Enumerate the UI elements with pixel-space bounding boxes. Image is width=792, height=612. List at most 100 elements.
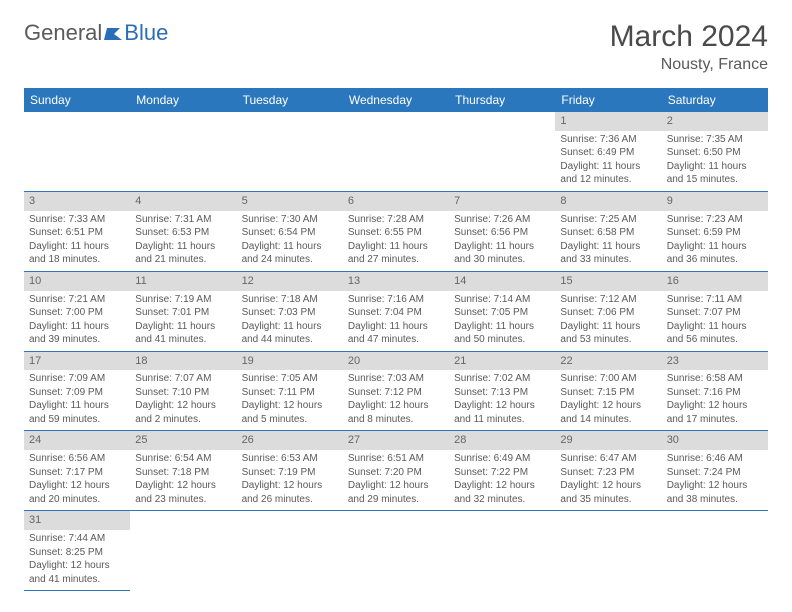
day-body: Sunrise: 6:49 AMSunset: 7:22 PMDaylight:… [449,450,555,510]
calendar-cell: 8Sunrise: 7:25 AMSunset: 6:58 PMDaylight… [555,191,661,271]
weekday-header: SundayMondayTuesdayWednesdayThursdayFrid… [24,88,768,112]
calendar-cell: 2Sunrise: 7:35 AMSunset: 6:50 PMDaylight… [662,112,768,191]
day-sunrise: Sunrise: 7:21 AM [29,293,125,307]
day-sunrise: Sunrise: 6:54 AM [135,452,231,466]
day-sunrise: Sunrise: 6:53 AM [242,452,338,466]
day-number: 14 [449,272,555,291]
day-sunset: Sunset: 6:55 PM [348,226,444,240]
calendar-cell: 31Sunrise: 7:44 AMSunset: 8:25 PMDayligh… [24,511,130,591]
day-sunset: Sunset: 7:00 PM [29,306,125,320]
day-body: Sunrise: 7:16 AMSunset: 7:04 PMDaylight:… [343,291,449,351]
day-sunrise: Sunrise: 7:07 AM [135,372,231,386]
logo-text-blue: Blue [124,20,168,46]
calendar-cell: 17Sunrise: 7:09 AMSunset: 7:09 PMDayligh… [24,351,130,431]
weekday-header-cell: Monday [130,88,236,112]
day-daylight: Daylight: 12 hours and 35 minutes. [560,479,656,506]
day-sunrise: Sunrise: 7:03 AM [348,372,444,386]
day-number: 15 [555,272,661,291]
day-sunset: Sunset: 7:03 PM [242,306,338,320]
day-sunrise: Sunrise: 7:11 AM [667,293,763,307]
day-sunset: Sunset: 7:15 PM [560,386,656,400]
day-body: Sunrise: 6:46 AMSunset: 7:24 PMDaylight:… [662,450,768,510]
weekday-header-cell: Thursday [449,88,555,112]
day-body: Sunrise: 7:09 AMSunset: 7:09 PMDaylight:… [24,370,130,430]
day-sunrise: Sunrise: 7:16 AM [348,293,444,307]
day-sunrise: Sunrise: 7:36 AM [560,133,656,147]
day-body: Sunrise: 7:31 AMSunset: 6:53 PMDaylight:… [130,211,236,271]
calendar-cell: 12Sunrise: 7:18 AMSunset: 7:03 PMDayligh… [237,271,343,351]
day-body: Sunrise: 7:05 AMSunset: 7:11 PMDaylight:… [237,370,343,430]
calendar-table: SundayMondayTuesdayWednesdayThursdayFrid… [24,88,768,591]
day-daylight: Daylight: 12 hours and 20 minutes. [29,479,125,506]
day-number: 7 [449,192,555,211]
day-body: Sunrise: 7:19 AMSunset: 7:01 PMDaylight:… [130,291,236,351]
day-sunrise: Sunrise: 7:35 AM [667,133,763,147]
calendar-cell: .... [343,112,449,191]
day-body: Sunrise: 7:07 AMSunset: 7:10 PMDaylight:… [130,370,236,430]
weekday-header-cell: Sunday [24,88,130,112]
calendar-cell: 7Sunrise: 7:26 AMSunset: 6:56 PMDaylight… [449,191,555,271]
day-number: 6 [343,192,449,211]
calendar-cell: .... [237,112,343,191]
day-number: 3 [24,192,130,211]
day-sunset: Sunset: 7:10 PM [135,386,231,400]
calendar-cell: 20Sunrise: 7:03 AMSunset: 7:12 PMDayligh… [343,351,449,431]
day-sunset: Sunset: 7:04 PM [348,306,444,320]
day-number: 31 [24,511,130,530]
day-number: 13 [343,272,449,291]
calendar-body: ....................1Sunrise: 7:36 AMSun… [24,112,768,591]
calendar-cell: 10Sunrise: 7:21 AMSunset: 7:00 PMDayligh… [24,271,130,351]
day-sunrise: Sunrise: 7:30 AM [242,213,338,227]
day-body: Sunrise: 6:47 AMSunset: 7:23 PMDaylight:… [555,450,661,510]
calendar-cell: 4Sunrise: 7:31 AMSunset: 6:53 PMDaylight… [130,191,236,271]
day-body: Sunrise: 6:58 AMSunset: 7:16 PMDaylight:… [662,370,768,430]
calendar-cell: 24Sunrise: 6:56 AMSunset: 7:17 PMDayligh… [24,431,130,511]
calendar-cell: 5Sunrise: 7:30 AMSunset: 6:54 PMDaylight… [237,191,343,271]
calendar-cell: 15Sunrise: 7:12 AMSunset: 7:06 PMDayligh… [555,271,661,351]
calendar-cell: 28Sunrise: 6:49 AMSunset: 7:22 PMDayligh… [449,431,555,511]
calendar-cell: 29Sunrise: 6:47 AMSunset: 7:23 PMDayligh… [555,431,661,511]
day-daylight: Daylight: 12 hours and 8 minutes. [348,399,444,426]
weekday-header-cell: Wednesday [343,88,449,112]
calendar-cell: .... [24,112,130,191]
day-number: 21 [449,352,555,371]
day-daylight: Daylight: 11 hours and 12 minutes. [560,160,656,187]
day-body: Sunrise: 7:26 AMSunset: 6:56 PMDaylight:… [449,211,555,271]
day-body: Sunrise: 7:28 AMSunset: 6:55 PMDaylight:… [343,211,449,271]
day-sunrise: Sunrise: 7:14 AM [454,293,550,307]
day-daylight: Daylight: 12 hours and 17 minutes. [667,399,763,426]
day-daylight: Daylight: 11 hours and 27 minutes. [348,240,444,267]
day-sunset: Sunset: 7:20 PM [348,466,444,480]
day-daylight: Daylight: 11 hours and 41 minutes. [135,320,231,347]
header: General Blue March 2024 Nousty, France [24,20,768,74]
day-sunset: Sunset: 7:18 PM [135,466,231,480]
calendar-cell: 1Sunrise: 7:36 AMSunset: 6:49 PMDaylight… [555,112,661,191]
day-daylight: Daylight: 12 hours and 14 minutes. [560,399,656,426]
day-sunset: Sunset: 7:07 PM [667,306,763,320]
day-sunrise: Sunrise: 7:31 AM [135,213,231,227]
day-body: Sunrise: 6:54 AMSunset: 7:18 PMDaylight:… [130,450,236,510]
day-number: 4 [130,192,236,211]
day-body: Sunrise: 7:33 AMSunset: 6:51 PMDaylight:… [24,211,130,271]
weekday-header-cell: Friday [555,88,661,112]
day-daylight: Daylight: 11 hours and 47 minutes. [348,320,444,347]
calendar-cell: 23Sunrise: 6:58 AMSunset: 7:16 PMDayligh… [662,351,768,431]
day-number: 23 [662,352,768,371]
day-sunset: Sunset: 7:01 PM [135,306,231,320]
day-sunrise: Sunrise: 7:12 AM [560,293,656,307]
day-daylight: Daylight: 11 hours and 15 minutes. [667,160,763,187]
calendar-cell: .... [130,511,236,591]
weekday-header-cell: Saturday [662,88,768,112]
calendar-cell: 13Sunrise: 7:16 AMSunset: 7:04 PMDayligh… [343,271,449,351]
calendar-cell: 9Sunrise: 7:23 AMSunset: 6:59 PMDaylight… [662,191,768,271]
day-number: 30 [662,431,768,450]
day-sunrise: Sunrise: 7:09 AM [29,372,125,386]
day-sunrise: Sunrise: 7:23 AM [667,213,763,227]
day-sunset: Sunset: 7:13 PM [454,386,550,400]
day-number: 2 [662,112,768,131]
day-number: 11 [130,272,236,291]
day-sunset: Sunset: 6:53 PM [135,226,231,240]
day-number: 25 [130,431,236,450]
day-number: 10 [24,272,130,291]
day-sunset: Sunset: 6:51 PM [29,226,125,240]
